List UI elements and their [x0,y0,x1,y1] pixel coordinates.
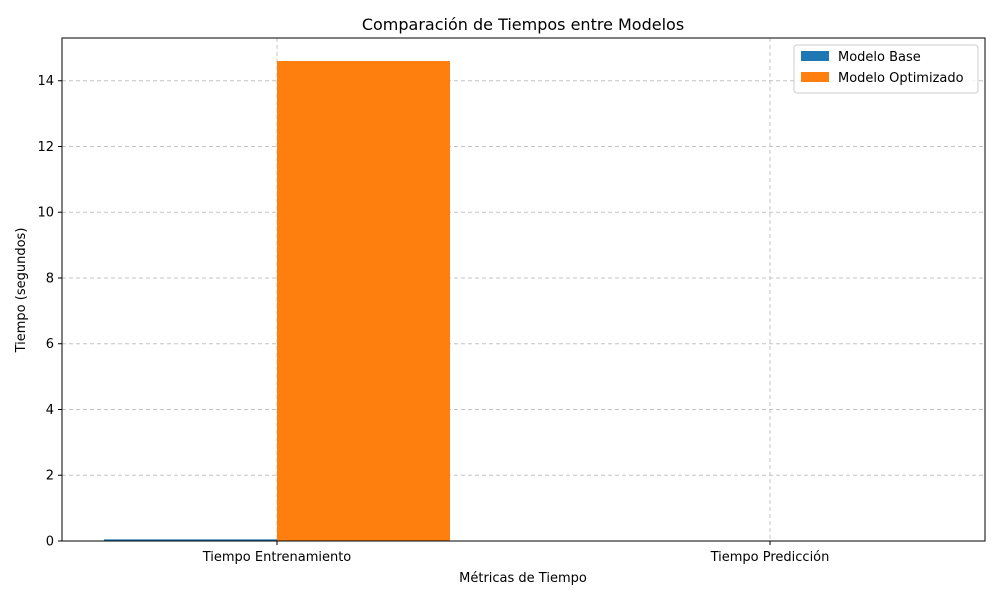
legend-label: Modelo Base [838,50,921,65]
bars [104,61,943,542]
chart-title: Comparación de Tiempos entre Modelos [362,15,684,34]
y-tick-label: 8 [46,271,54,286]
plot-area [61,37,986,542]
y-tick-label: 0 [46,535,54,550]
y-tick-label: 12 [37,140,54,155]
y-tick-label: 6 [46,337,54,352]
x-axis: Tiempo Entrenamiento Tiempo Predicción [202,541,830,565]
legend-swatch [801,72,829,82]
y-tick-label: 14 [37,74,54,89]
y-tick-label: 2 [46,469,54,484]
x-tick-label: Tiempo Entrenamiento [202,550,352,565]
legend-box [793,44,979,94]
y-axis: 0 2 4 6 8 10 12 14 [37,74,62,550]
grid [62,38,985,542]
y-axis-label: Tiempo (segundos) [14,228,29,354]
legend-swatch [801,51,829,61]
x-tick-label: Tiempo Predicción [710,550,830,565]
y-tick-label: 4 [46,403,54,418]
legend: Modelo Base Modelo Optimizado [793,44,979,94]
y-tick-label: 10 [37,206,54,221]
x-axis-label: Métricas de Tiempo [459,571,587,586]
bar-modelo-optimizado [277,61,450,542]
legend-label: Modelo Optimizado [838,71,964,86]
bar-modelo-base [104,539,277,541]
